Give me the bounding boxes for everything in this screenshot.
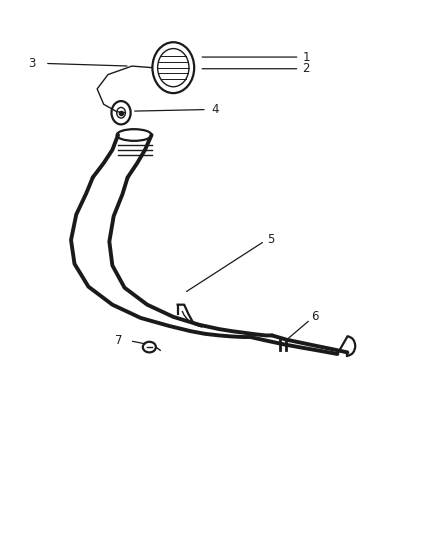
Text: 1: 1 bbox=[302, 51, 310, 63]
Text: 5: 5 bbox=[268, 233, 275, 246]
Text: 2: 2 bbox=[302, 62, 310, 75]
Text: 6: 6 bbox=[311, 310, 318, 324]
Text: 3: 3 bbox=[28, 57, 35, 70]
Text: 4: 4 bbox=[211, 103, 219, 116]
Text: 7: 7 bbox=[115, 334, 123, 347]
